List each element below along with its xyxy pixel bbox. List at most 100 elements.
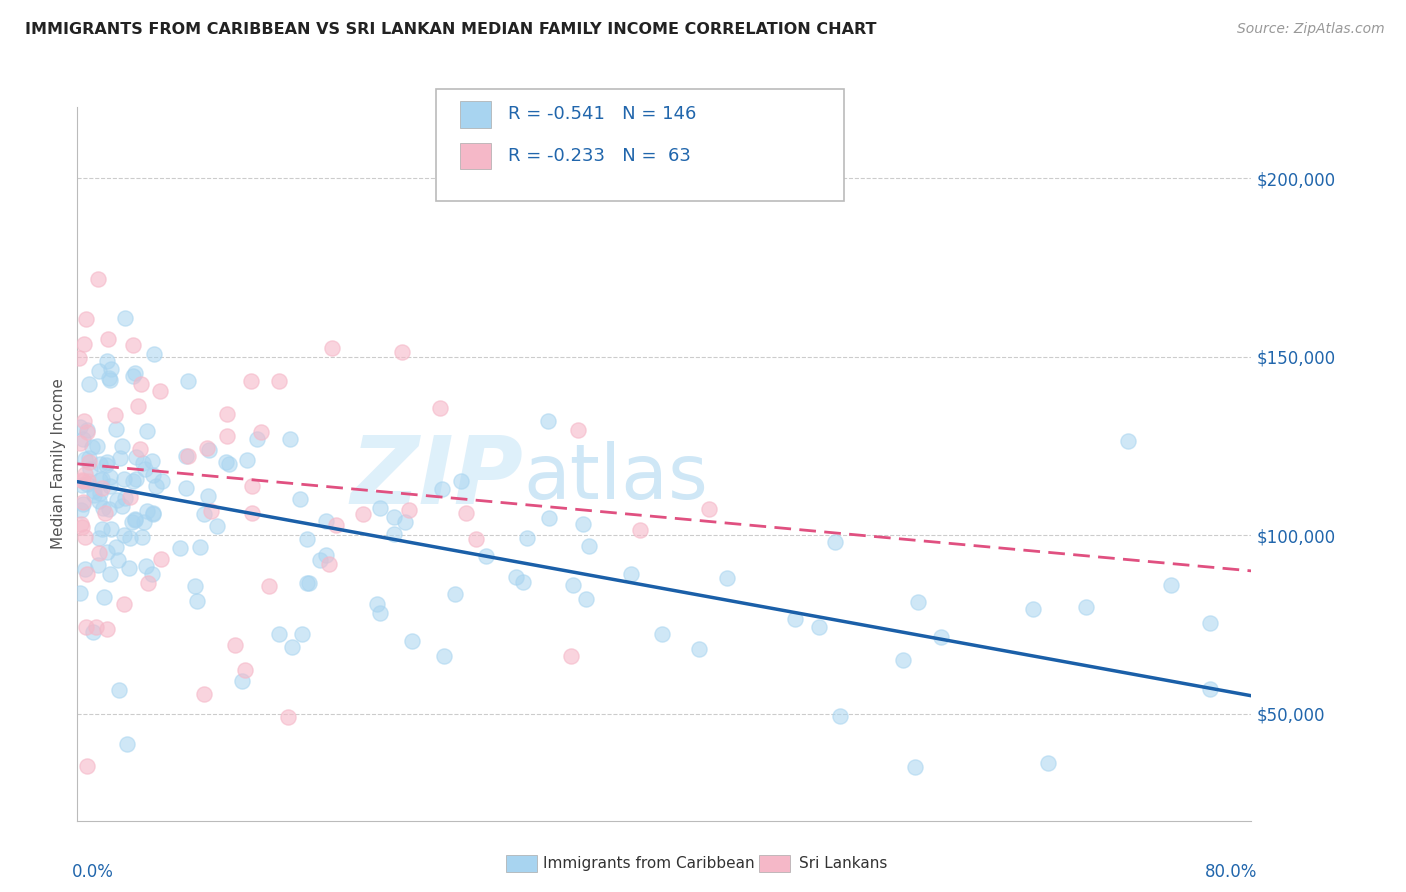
Point [217, 429, 239, 443]
Point [269, 375, 291, 389]
Point [73, 414, 96, 428]
Point [278, 433, 301, 447]
Point [69, 435, 91, 450]
Point [89, 473, 111, 487]
Point [368, 501, 391, 516]
Point [89, 485, 111, 500]
Point [785, 612, 807, 626]
Point [572, 516, 595, 531]
Point [115, 738, 138, 752]
Point [136, 503, 159, 517]
Point [134, 462, 156, 476]
Point [93, 591, 115, 605]
Point [77, 377, 100, 392]
Point [89, 494, 111, 508]
Point [295, 532, 318, 546]
Point [235, 663, 257, 677]
Point [143, 347, 166, 361]
Point [142, 468, 165, 483]
Point [96, 623, 118, 637]
Point [828, 709, 851, 723]
Point [72, 478, 94, 492]
Point [128, 442, 150, 457]
Point [96, 353, 118, 368]
Point [96, 458, 118, 472]
Point [433, 649, 456, 664]
Point [76, 759, 98, 773]
Text: Source: ZipAtlas.com: Source: ZipAtlas.com [1237, 22, 1385, 37]
Point [108, 683, 131, 698]
Point [893, 653, 915, 667]
Point [124, 512, 146, 526]
Point [72, 474, 94, 488]
Point [193, 507, 215, 521]
Point [149, 551, 172, 566]
Point [112, 598, 135, 612]
Point [177, 374, 200, 388]
Point [91, 500, 114, 515]
Point [538, 511, 561, 525]
Point [75, 467, 97, 482]
Text: R = -0.541   N = 146: R = -0.541 N = 146 [508, 105, 696, 123]
Point [291, 627, 314, 641]
Point [904, 760, 927, 774]
Point [142, 508, 165, 522]
Point [368, 607, 391, 621]
Point [122, 369, 145, 384]
Point [176, 449, 198, 463]
Point [72, 432, 94, 446]
Point [134, 515, 156, 529]
Point [1074, 600, 1097, 615]
Point [114, 310, 136, 325]
Point [121, 516, 143, 530]
Point [430, 482, 453, 496]
Point [72, 336, 94, 351]
Point [112, 527, 135, 541]
Point [1199, 681, 1222, 696]
Point [454, 506, 477, 520]
Point [195, 441, 218, 455]
Point [150, 475, 173, 489]
Point [121, 474, 143, 488]
Point [142, 506, 165, 520]
Point [512, 575, 534, 590]
Point [224, 638, 246, 652]
Point [217, 407, 239, 421]
Point [200, 504, 222, 518]
Point [197, 489, 219, 503]
Point [575, 592, 598, 607]
Text: R = -0.233   N =  63: R = -0.233 N = 63 [508, 147, 690, 165]
Point [125, 450, 148, 464]
Point [188, 540, 211, 554]
Point [537, 414, 560, 428]
Point [141, 454, 163, 468]
Point [193, 687, 215, 701]
Point [281, 640, 304, 654]
Point [562, 577, 585, 591]
Text: 80.0%: 80.0% [1205, 863, 1257, 881]
Point [824, 535, 846, 549]
Point [70, 520, 93, 534]
Point [246, 432, 269, 446]
Point [186, 593, 208, 607]
Point [76, 477, 98, 491]
Point [83, 483, 105, 498]
Point [76, 423, 98, 437]
Point [105, 540, 128, 554]
Point [129, 377, 152, 392]
Point [716, 571, 738, 585]
Point [688, 641, 710, 656]
Point [929, 630, 952, 644]
Point [107, 552, 129, 566]
Point [907, 595, 929, 609]
Point [97, 332, 120, 346]
Point [288, 492, 311, 507]
Point [100, 373, 122, 387]
Point [100, 361, 122, 376]
Point [249, 425, 271, 439]
Point [89, 457, 111, 471]
Point [98, 566, 121, 581]
Point [215, 455, 238, 469]
Point [315, 549, 337, 563]
Point [240, 479, 263, 493]
